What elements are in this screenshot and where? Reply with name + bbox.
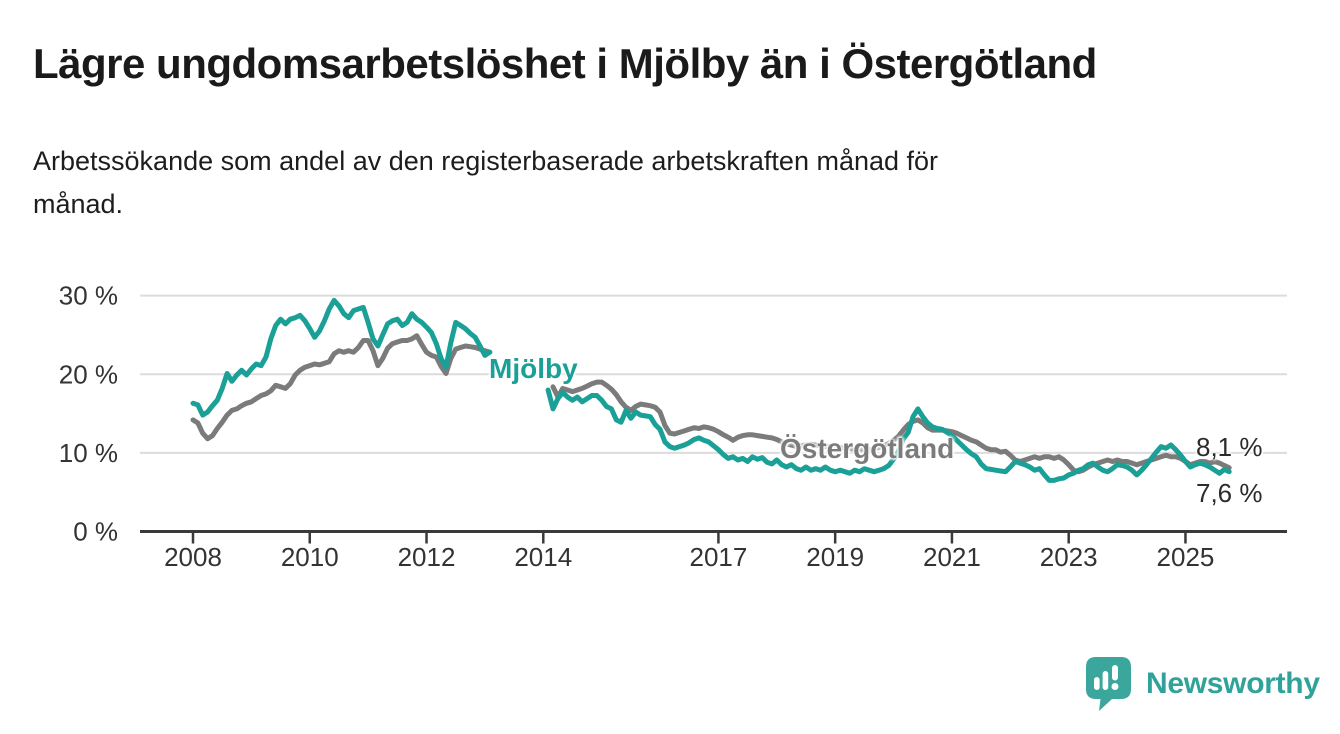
x-tick-label: 2012 (398, 542, 456, 572)
x-tick-label: 2019 (806, 542, 864, 572)
series-line-mjlby (190, 297, 493, 418)
x-tick-label: 2021 (923, 542, 981, 572)
y-tick-label: 0 % (73, 517, 118, 547)
chart-subtitle-line1: Arbetssökande som andel av den registerb… (33, 146, 939, 176)
chart-subtitle: Arbetssökande som andel av den registerb… (33, 140, 938, 226)
x-tick-label: 2010 (281, 542, 339, 572)
end-value-label-ostergotland: 8,1 % (1196, 432, 1263, 462)
end-value-label-mjolby: 7,6 % (1196, 478, 1263, 508)
y-tick-label: 30 % (59, 281, 118, 311)
page-title: Lägre ungdomsarbetslöshet i Mjölby än i … (33, 40, 1097, 87)
x-tick-label: 2014 (514, 542, 572, 572)
newsworthy-logo[interactable]: Newsworthy (1085, 656, 1320, 712)
chart-subtitle-line2: månad. (33, 189, 124, 219)
series-label-ostergotland: Östergötland (780, 433, 955, 464)
x-tick-label: 2025 (1157, 542, 1215, 572)
x-tick-label: 2008 (164, 542, 222, 572)
series-line-stergtland (550, 379, 1232, 475)
x-tick-label: 2023 (1040, 542, 1098, 572)
y-tick-label: 20 % (59, 359, 118, 389)
series-line-mjlby (545, 387, 1232, 483)
series-label-mjolby: Mjölby (489, 353, 578, 384)
x-tick-label: 2017 (689, 542, 747, 572)
y-tick-label: 10 % (59, 438, 118, 468)
newsworthy-logo-text: Newsworthy (1146, 667, 1320, 700)
series-line-stergtland (190, 333, 493, 442)
newsworthy-logo-icon (1086, 657, 1131, 711)
